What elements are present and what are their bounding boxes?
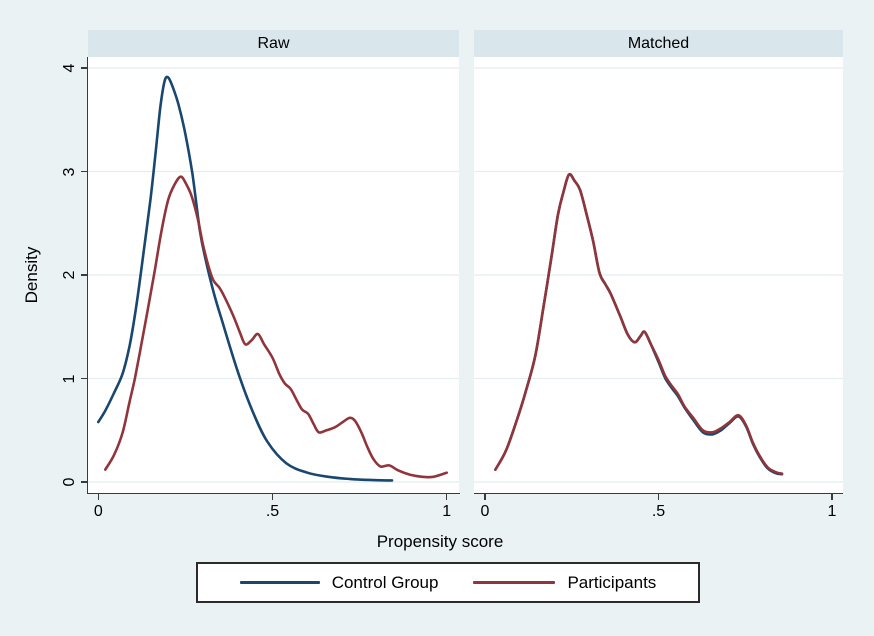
y-tick-label-1: 1 [61,374,78,383]
panel-title-matched: Matched [627,34,690,52]
y-tick-1 [81,377,87,380]
y-tick-label-4: 4 [61,63,78,73]
panel-header-matched: Matched [474,30,843,57]
x-tick-label-raw-0: 0 [93,503,103,520]
y-axis-title: Density [22,246,41,304]
legend-label-control-group: Control Group [331,572,439,592]
y-tick-4 [81,67,87,69]
plot-panel-raw [88,57,459,493]
x-tick-label-raw-.5: .5 [265,503,280,520]
legend-line-control-group [239,581,320,584]
legend-line-participants [473,581,556,584]
x-tick-raw-.5 [271,494,274,500]
y-tick-label-3: 3 [61,167,78,176]
y-tick-3 [81,170,87,173]
y-tick-label-2: 2 [61,270,78,280]
panel-header-raw: Raw [88,30,459,57]
y-tick-2 [81,274,87,276]
legend-label-participants: Participants [567,572,657,592]
x-tick-matched-1 [831,494,833,500]
plot-panel-matched [474,57,843,493]
panel-title-raw: Raw [257,34,290,52]
curve-control-group [494,172,784,476]
density-curves-matched [474,67,843,483]
x-tick-label-matched-0: 0 [480,503,490,520]
y-axis-line [86,57,88,494]
x-tick-matched-.5 [657,494,660,500]
x-axis-line-matched [474,492,843,494]
legend: Control Group Participants [196,562,700,603]
curve-control-group [97,75,394,482]
y-tick-label-0: 0 [61,477,78,487]
x-axis-title: Propensity score [376,532,504,551]
x-tick-label-matched-.5: .5 [651,503,666,520]
x-tick-matched-0 [484,494,486,500]
x-tick-raw-1 [445,494,448,500]
curve-participants [494,172,784,475]
x-axis-line-raw [86,492,460,494]
x-tick-label-matched-1: 1 [827,503,837,520]
x-tick-raw-0 [97,494,100,500]
curve-participants [104,175,448,479]
density-curves-raw [88,67,459,483]
y-tick-0 [81,481,87,483]
x-tick-label-raw-1: 1 [442,503,452,520]
